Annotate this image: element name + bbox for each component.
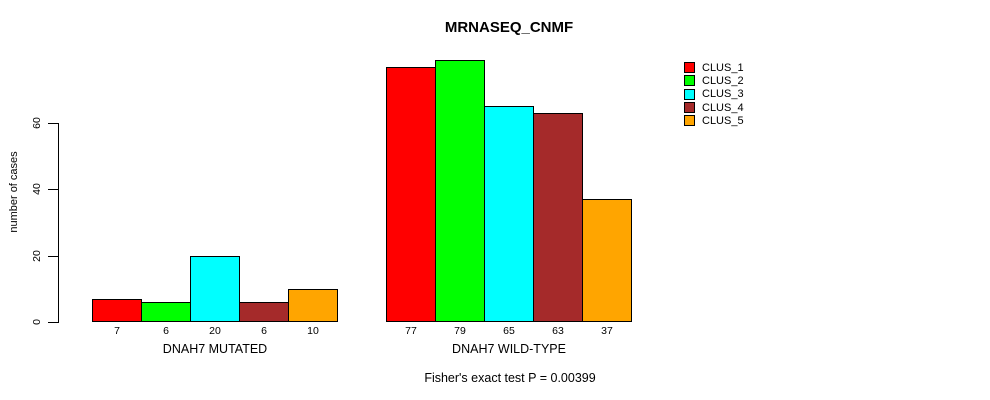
y-axis-line [58,123,59,323]
legend-label: CLUS_3 [702,88,744,101]
bar-value-label: 65 [503,325,515,337]
legend-swatch [684,102,695,114]
legend-swatch [684,115,695,127]
bar-CLUS_4-group1 [239,302,289,322]
bar-value-label: 79 [454,325,466,337]
legend-item-CLUS_2: CLUS_2 [684,74,744,87]
bar-CLUS_1-group2 [386,67,436,322]
bar-value-label: 37 [601,325,613,337]
bar-value-label: 77 [405,325,417,337]
y-tick-label: 20 [31,250,43,262]
legend-swatch [684,62,695,74]
legend-item-CLUS_1: CLUS_1 [684,61,744,74]
bar-CLUS_2-group2 [435,60,485,322]
legend-label: CLUS_5 [702,114,744,127]
bar-value-label: 6 [261,325,267,337]
legend-item-CLUS_3: CLUS_3 [684,88,744,101]
bar-CLUS_1-group1 [92,299,142,322]
y-tick [48,189,58,190]
legend-label: CLUS_4 [702,101,744,114]
bar-CLUS_5-group1 [288,289,338,322]
legend-item-CLUS_4: CLUS_4 [684,101,744,114]
legend-item-CLUS_5: CLUS_5 [684,114,744,127]
y-tick-label: 60 [31,117,43,129]
y-tick [48,256,58,257]
legend: CLUS_1 CLUS_2 CLUS_3 CLUS_4 CLUS_5 [684,61,744,127]
legend-label: CLUS_2 [702,74,744,87]
stat-annotation: Fisher's exact test P = 0.00399 [424,371,596,385]
bar-CLUS_5-group2 [582,199,632,322]
bar-value-label: 6 [163,325,169,337]
bar-value-label: 63 [552,325,564,337]
legend-swatch [684,88,695,100]
bar-CLUS_2-group1 [141,302,191,322]
group-label-1: DNAH7 MUTATED [162,342,268,356]
bar-value-label: 7 [114,325,120,337]
bar-CLUS_3-group2 [484,106,534,322]
chart-title: MRNASEQ_CNMF [444,19,574,36]
legend-label: CLUS_1 [702,61,744,74]
bar-CLUS_4-group2 [533,113,583,322]
y-axis-title: number of cases [8,151,20,233]
group-label-2: DNAH7 WILD-TYPE [452,342,566,356]
y-tick-label: 0 [31,319,43,325]
legend-swatch [684,75,695,87]
bar-value-label: 20 [209,325,221,337]
bar-CLUS_3-group1 [190,256,240,322]
y-tick-label: 40 [31,183,43,195]
y-tick [48,322,58,323]
y-tick [48,123,58,124]
bar-value-label: 10 [307,325,319,337]
